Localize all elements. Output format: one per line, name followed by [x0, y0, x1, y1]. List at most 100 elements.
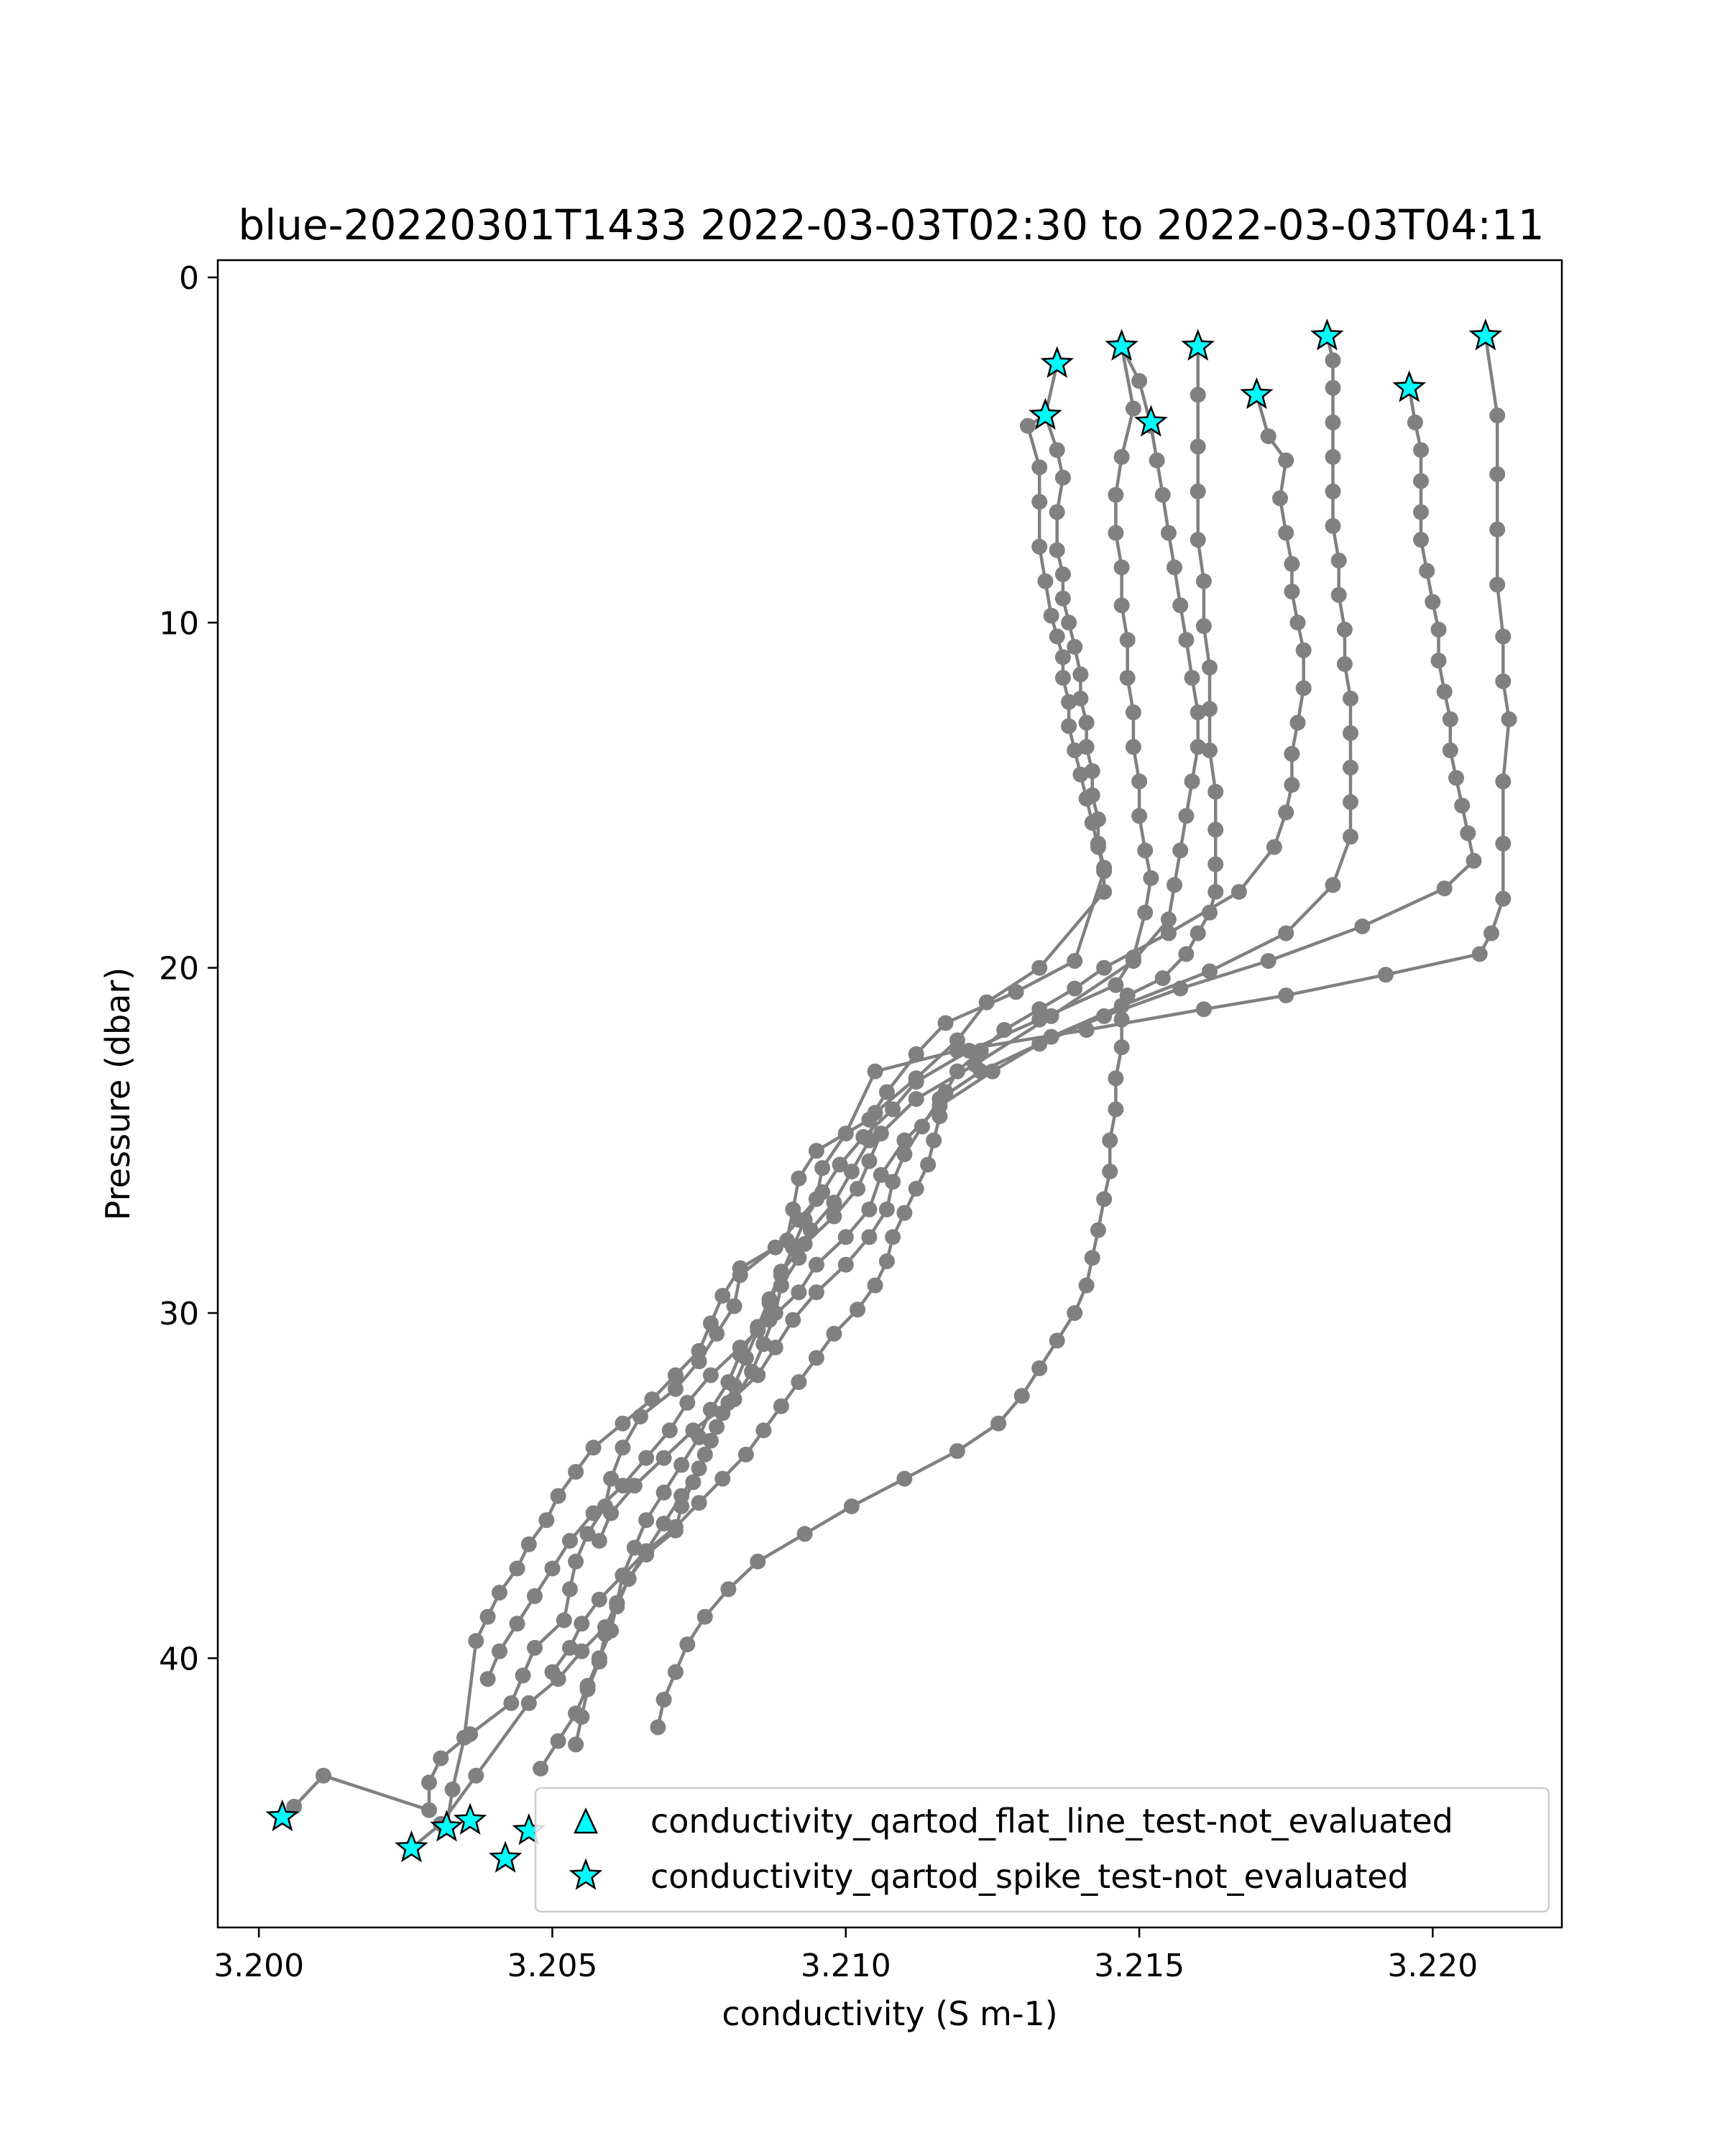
- profile-point: [1489, 407, 1506, 424]
- profile-point: [1202, 963, 1218, 980]
- profile-point: [286, 1798, 303, 1815]
- profile-point: [615, 1439, 631, 1456]
- profile-point: [1072, 766, 1089, 783]
- profile-point: [750, 1367, 766, 1383]
- profile-point: [626, 1478, 643, 1494]
- profile-point: [591, 1591, 607, 1608]
- profile-point: [1495, 773, 1512, 790]
- x-axis-label: conductivity (S m-1): [722, 1994, 1057, 2033]
- profile-point: [937, 1015, 954, 1031]
- profile-point: [873, 1166, 889, 1183]
- profile-point: [1484, 925, 1499, 941]
- profile-point: [1295, 680, 1312, 696]
- profile-point: [691, 1353, 707, 1370]
- profile-point: [861, 1201, 878, 1217]
- profile-point: [421, 1774, 437, 1791]
- x-tick-label: 3.220: [1387, 1948, 1478, 1984]
- profile-point: [837, 1229, 854, 1245]
- profile-point: [568, 1736, 584, 1753]
- profile-point: [1113, 1039, 1130, 1056]
- profile-point: [837, 1125, 854, 1142]
- profile-point: [1343, 794, 1358, 811]
- spike-flag-star-marker: [430, 1810, 464, 1842]
- profile-point: [1413, 532, 1429, 548]
- profile-point: [1131, 773, 1148, 790]
- profile-point: [615, 1478, 631, 1494]
- profile-point: [926, 1132, 942, 1148]
- profile-point: [1266, 839, 1282, 855]
- profile-point: [656, 1450, 672, 1466]
- profile-point: [861, 1153, 878, 1169]
- profile-point: [1167, 877, 1182, 893]
- profile-point: [1436, 880, 1453, 897]
- x-tick-label: 3.200: [213, 1948, 304, 1984]
- profile-point: [1113, 448, 1130, 465]
- profile-point: [1172, 980, 1189, 997]
- profile-point: [1489, 521, 1506, 538]
- profile-point: [1096, 1008, 1113, 1024]
- profile-point: [1190, 387, 1206, 403]
- profile-point: [1172, 597, 1189, 614]
- profile-point: [1178, 808, 1195, 824]
- profile-point: [509, 1616, 525, 1632]
- profile-point: [885, 1101, 901, 1118]
- profile-point: [932, 1091, 948, 1107]
- profile-point: [533, 1761, 549, 1777]
- profile-point: [568, 1464, 584, 1480]
- profile-point: [878, 1084, 895, 1100]
- profile-point: [1501, 711, 1517, 727]
- profile-point: [1178, 946, 1195, 962]
- profile-point: [867, 1277, 883, 1294]
- x-tick-label: 3.215: [1094, 1948, 1184, 1984]
- profile-point: [1084, 1250, 1100, 1266]
- spike-flag-star-marker: [1105, 328, 1138, 361]
- profile-point: [1325, 877, 1341, 893]
- profile-point: [1119, 670, 1136, 686]
- profile-point: [1284, 584, 1300, 600]
- series-layer: [274, 328, 1517, 1856]
- profile-point: [720, 1581, 737, 1598]
- profile-point: [808, 1143, 824, 1159]
- profile-point: [1208, 783, 1224, 800]
- profile-point: [667, 1367, 684, 1383]
- profile-point: [316, 1767, 331, 1784]
- profile-point: [773, 1267, 789, 1284]
- profile-point: [861, 1229, 878, 1245]
- profile-point: [1495, 890, 1512, 907]
- profile-point: [767, 1340, 783, 1355]
- profile-point: [667, 1664, 684, 1680]
- profile-point: [837, 1256, 854, 1273]
- profile-point: [1049, 542, 1065, 558]
- profile-point: [990, 1415, 1007, 1432]
- profile-point: [949, 1063, 965, 1079]
- profile-point: [538, 1512, 555, 1529]
- spike-flag-star-marker: [1392, 370, 1427, 402]
- profile-point: [615, 1567, 631, 1584]
- profile-point: [579, 1526, 596, 1542]
- profile-point: [574, 1616, 590, 1632]
- profile-point: [791, 1212, 807, 1228]
- profile-point: [814, 1160, 831, 1176]
- profile-point: [1160, 925, 1177, 941]
- profile-point: [685, 1422, 702, 1439]
- profile-point: [1131, 373, 1148, 390]
- profile-point: [1272, 490, 1288, 507]
- profile-point: [1430, 622, 1447, 637]
- profile-point: [479, 1608, 496, 1625]
- profile-point: [896, 1146, 913, 1163]
- profile-point: [1260, 953, 1276, 969]
- legend: conductivity_qartod_flat_line_test-not_e…: [534, 1787, 1550, 1913]
- profile-point: [591, 1654, 607, 1670]
- profile-point: [1495, 628, 1512, 645]
- profile-point: [1096, 959, 1113, 976]
- profile-point: [661, 1422, 678, 1439]
- spike-flag-star-marker: [1040, 346, 1074, 378]
- profile-point: [972, 1063, 989, 1079]
- legend-box: [534, 1787, 1550, 1913]
- profile-point: [1049, 1332, 1065, 1349]
- profile-point: [1495, 673, 1512, 689]
- profile-point: [1230, 884, 1247, 900]
- profile-point: [1343, 691, 1358, 706]
- profile-point: [996, 1022, 1013, 1038]
- profile-point: [1202, 659, 1218, 676]
